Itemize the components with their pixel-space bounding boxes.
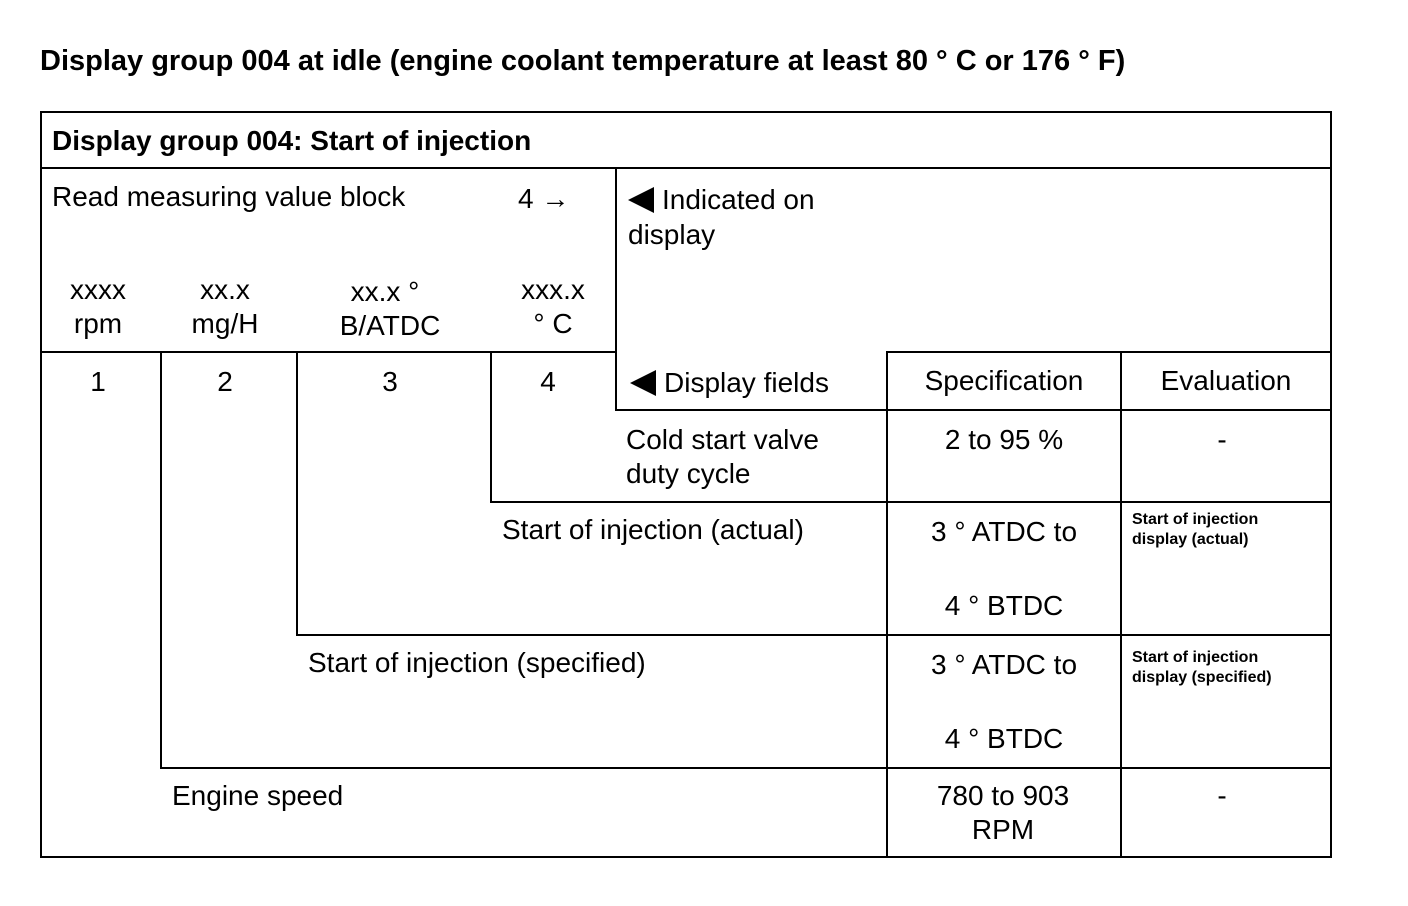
row-engine-speed-eval: - (1217, 780, 1227, 811)
row-engine-speed-name: Engine speed (172, 780, 344, 811)
table-right-border (1330, 111, 1332, 858)
eval-left-border (1120, 351, 1122, 858)
row1-bottom (490, 501, 1332, 503)
field-2-unit: mg/H (191, 308, 259, 339)
display-fields-header: Display fields (630, 365, 829, 400)
field-3-value: xx.x ° (350, 276, 420, 307)
row-engine-speed-spec: 780 to 903 RPM (936, 780, 1070, 845)
indicated-bottom-border (887, 351, 1332, 353)
triangle-left-icon (628, 187, 654, 213)
column-header-bottom (615, 409, 1332, 411)
row-soi-specified-spec-1: 3 ° ATDC to (930, 649, 1078, 680)
field-2-value: xx.x (200, 274, 250, 305)
table-top-border (40, 111, 1332, 113)
field-1-unit: rpm (73, 308, 123, 339)
table-bottom-border (40, 856, 1332, 858)
read-block-number: 4 → (518, 183, 570, 214)
row3-bottom (160, 767, 1332, 769)
field-3-unit: B/ATDC (339, 310, 441, 341)
field-4-value: xxx.x (521, 274, 585, 305)
read-block-label: Read measuring value block (52, 181, 406, 212)
specification-header: Specification (924, 365, 1084, 396)
field-4-unit: ° C (533, 308, 573, 339)
spec-left-border (886, 351, 888, 858)
row-soi-actual-eval: Start of injection display (actual) (1132, 511, 1259, 548)
header-bottom-border (40, 167, 1332, 169)
indicated-cell: Indicated on display (628, 182, 888, 252)
stair-line-4 (490, 351, 492, 503)
display-fields-label: Display fields (664, 367, 829, 398)
evaluation-header: Evaluation (1160, 365, 1292, 396)
field-2-number: 2 (217, 366, 233, 397)
row-soi-specified-spec-2: 4 ° BTDC (944, 723, 1064, 754)
row-soi-actual-spec-1: 3 ° ATDC to (930, 516, 1078, 547)
row-cold-start-name: Cold start valve duty cycle (626, 424, 819, 489)
row-cold-start-spec: 2 to 95 % (944, 424, 1064, 455)
indicated-left-border (615, 167, 617, 411)
page-title: Display group 004 at idle (engine coolan… (40, 45, 1126, 77)
field-1-value: xxxx (70, 274, 126, 305)
triangle-left-icon (630, 370, 656, 396)
row-soi-specified-eval: Start of injection display (specified) (1132, 649, 1272, 686)
fields-row-border (40, 351, 617, 353)
table-header-title: Display group 004: Start of injection (52, 125, 532, 156)
stair-line-3 (296, 351, 298, 636)
row2-bottom (296, 634, 1332, 636)
field-3-number: 3 (382, 366, 398, 397)
field-1-number: 1 (90, 366, 106, 397)
row-soi-actual-name: Start of injection (actual) (502, 514, 804, 545)
row-cold-start-eval: - (1217, 424, 1227, 455)
row-soi-actual-spec-2: 4 ° BTDC (944, 590, 1064, 621)
table-left-border (40, 111, 42, 858)
row-soi-specified-name: Start of injection (specified) (308, 647, 646, 678)
stair-line-2 (160, 351, 162, 769)
indicated-label: Indicated on display (628, 184, 815, 250)
field-4-number: 4 (540, 366, 556, 397)
